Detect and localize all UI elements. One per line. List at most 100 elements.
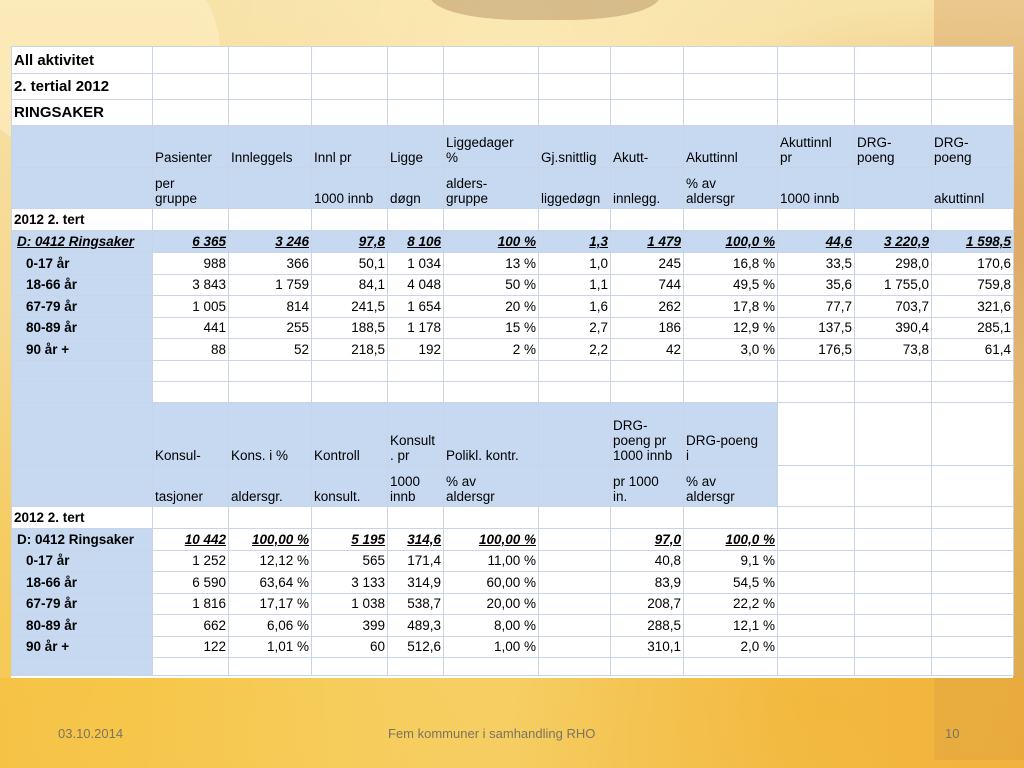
- column-header: [538, 401, 611, 466]
- table-row: 18-66 år 3 843 1 759 84,1 4 048 50 % 1,1 744 49,…: [11, 273, 1014, 296]
- table-cell: 1,01 %: [228, 635, 312, 658]
- header-blank: [11, 464, 153, 507]
- table-cell: [610, 73, 684, 100]
- table-cell: 5 195: [311, 527, 388, 551]
- column-header: % av aldersgr: [443, 464, 539, 507]
- column-header: DRG-poeng i: [683, 401, 778, 466]
- table-cell: 16,8 %: [683, 252, 778, 275]
- table-cell: [311, 657, 388, 676]
- table-cell: [854, 464, 932, 507]
- table-cell: [777, 592, 855, 615]
- footer-title: Fem kommuner i samhandling RHO: [388, 726, 596, 741]
- header-blank: [11, 125, 153, 168]
- table-cell: [443, 99, 539, 126]
- table-cell: 77,7: [777, 295, 855, 318]
- table-cell: 52: [228, 338, 312, 361]
- section-label: 2012 2. tert: [11, 208, 153, 231]
- table-row: 67-79 år 1 816 17,17 % 1 038 538,7 20,00 % 208…: [11, 592, 1014, 615]
- table-cell: [683, 73, 778, 100]
- table-cell: 703,7: [854, 295, 932, 318]
- table-cell: [311, 505, 388, 529]
- row-label: 90 år +: [11, 338, 153, 361]
- table-cell: 3,0 %: [683, 338, 778, 361]
- table-cell: 20 %: [443, 295, 539, 318]
- table-cell: 255: [228, 316, 312, 339]
- header-row: Pasienter Innleggels Innl pr Ligge Liggedage…: [11, 125, 1014, 168]
- table-cell: [931, 635, 1014, 658]
- row-label: D: 0412 Ringsaker: [11, 230, 153, 253]
- table-cell: [443, 359, 539, 382]
- table-cell: [931, 464, 1014, 507]
- section-row: 2012 2. tert: [11, 505, 1014, 529]
- table-cell: 60,00 %: [443, 571, 539, 594]
- column-header: Gj.snittlig: [538, 125, 611, 168]
- table-cell: [854, 549, 932, 572]
- table-cell: [854, 505, 932, 529]
- column-header: DRG- poeng: [931, 125, 1014, 168]
- table-cell: [11, 380, 153, 403]
- table-cell: 42: [610, 338, 684, 361]
- table-cell: [538, 527, 611, 551]
- table-cell: 321,6: [931, 295, 1014, 318]
- column-header: Konsult . pr: [387, 401, 444, 466]
- table-cell: [610, 505, 684, 529]
- column-header: Konsul-: [152, 401, 229, 466]
- table-cell: [683, 657, 778, 676]
- data-table-panel: All aktivitet 2. tertial 2012 RINGSAKER Pas…: [11, 46, 1014, 678]
- table-cell: [152, 46, 229, 74]
- table-cell: [931, 592, 1014, 615]
- table-cell: [854, 527, 932, 551]
- row-label: 0-17 år: [11, 549, 153, 572]
- table-cell: 63,64 %: [228, 571, 312, 594]
- table-cell: 565: [311, 549, 388, 572]
- table-cell: [228, 505, 312, 529]
- table-cell: 33,5: [777, 252, 855, 275]
- section-row: 2012 2. tert: [11, 208, 1014, 231]
- row-label: 90 år +: [11, 635, 153, 658]
- column-header: aldersgr.: [228, 464, 312, 507]
- table-cell: [443, 208, 539, 231]
- table-cell: 662: [152, 614, 229, 637]
- table-cell: [854, 592, 932, 615]
- table-cell: 3 843: [152, 273, 229, 296]
- table-cell: [538, 549, 611, 572]
- table-cell: 83,9: [610, 571, 684, 594]
- column-header: alders- gruppe: [443, 167, 539, 209]
- table-cell: [854, 614, 932, 637]
- table-cell: 314,9: [387, 571, 444, 594]
- table-cell: [538, 614, 611, 637]
- table-cell: 171,4: [387, 549, 444, 572]
- table-cell: 44,6: [777, 230, 855, 253]
- table-cell: 1 816: [152, 592, 229, 615]
- table-cell: [152, 359, 229, 382]
- table-cell: 73,8: [854, 338, 932, 361]
- total-row: D: 0412 Ringsaker 10 442 100,00 % 5 195 314,…: [11, 527, 1014, 551]
- table-cell: [683, 208, 778, 231]
- table-cell: 137,5: [777, 316, 855, 339]
- table-cell: [387, 505, 444, 529]
- empty-row: [11, 380, 1014, 403]
- table-cell: 298,0: [854, 252, 932, 275]
- table-cell: 15 %: [443, 316, 539, 339]
- table-cell: 2,2: [538, 338, 611, 361]
- table-cell: [931, 527, 1014, 551]
- table-cell: [931, 614, 1014, 637]
- title-row: 2. tertial 2012: [11, 73, 1014, 100]
- row-label: 80-89 år: [11, 614, 153, 637]
- table-cell: 1,1: [538, 273, 611, 296]
- table-cell: [443, 73, 539, 100]
- background-shape: [430, 0, 660, 20]
- table-cell: 50,1: [311, 252, 388, 275]
- column-header: per gruppe: [152, 167, 229, 209]
- table-cell: [152, 208, 229, 231]
- row-label: 0-17 år: [11, 252, 153, 275]
- table-cell: [854, 208, 932, 231]
- table-cell: [152, 380, 229, 403]
- table-cell: 192: [387, 338, 444, 361]
- table-cell: [11, 657, 153, 676]
- title-row: RINGSAKER: [11, 99, 1014, 126]
- column-header: 1000 innb: [387, 464, 444, 507]
- row-label: 18-66 år: [11, 273, 153, 296]
- table-cell: 285,1: [931, 316, 1014, 339]
- table-cell: [854, 401, 932, 466]
